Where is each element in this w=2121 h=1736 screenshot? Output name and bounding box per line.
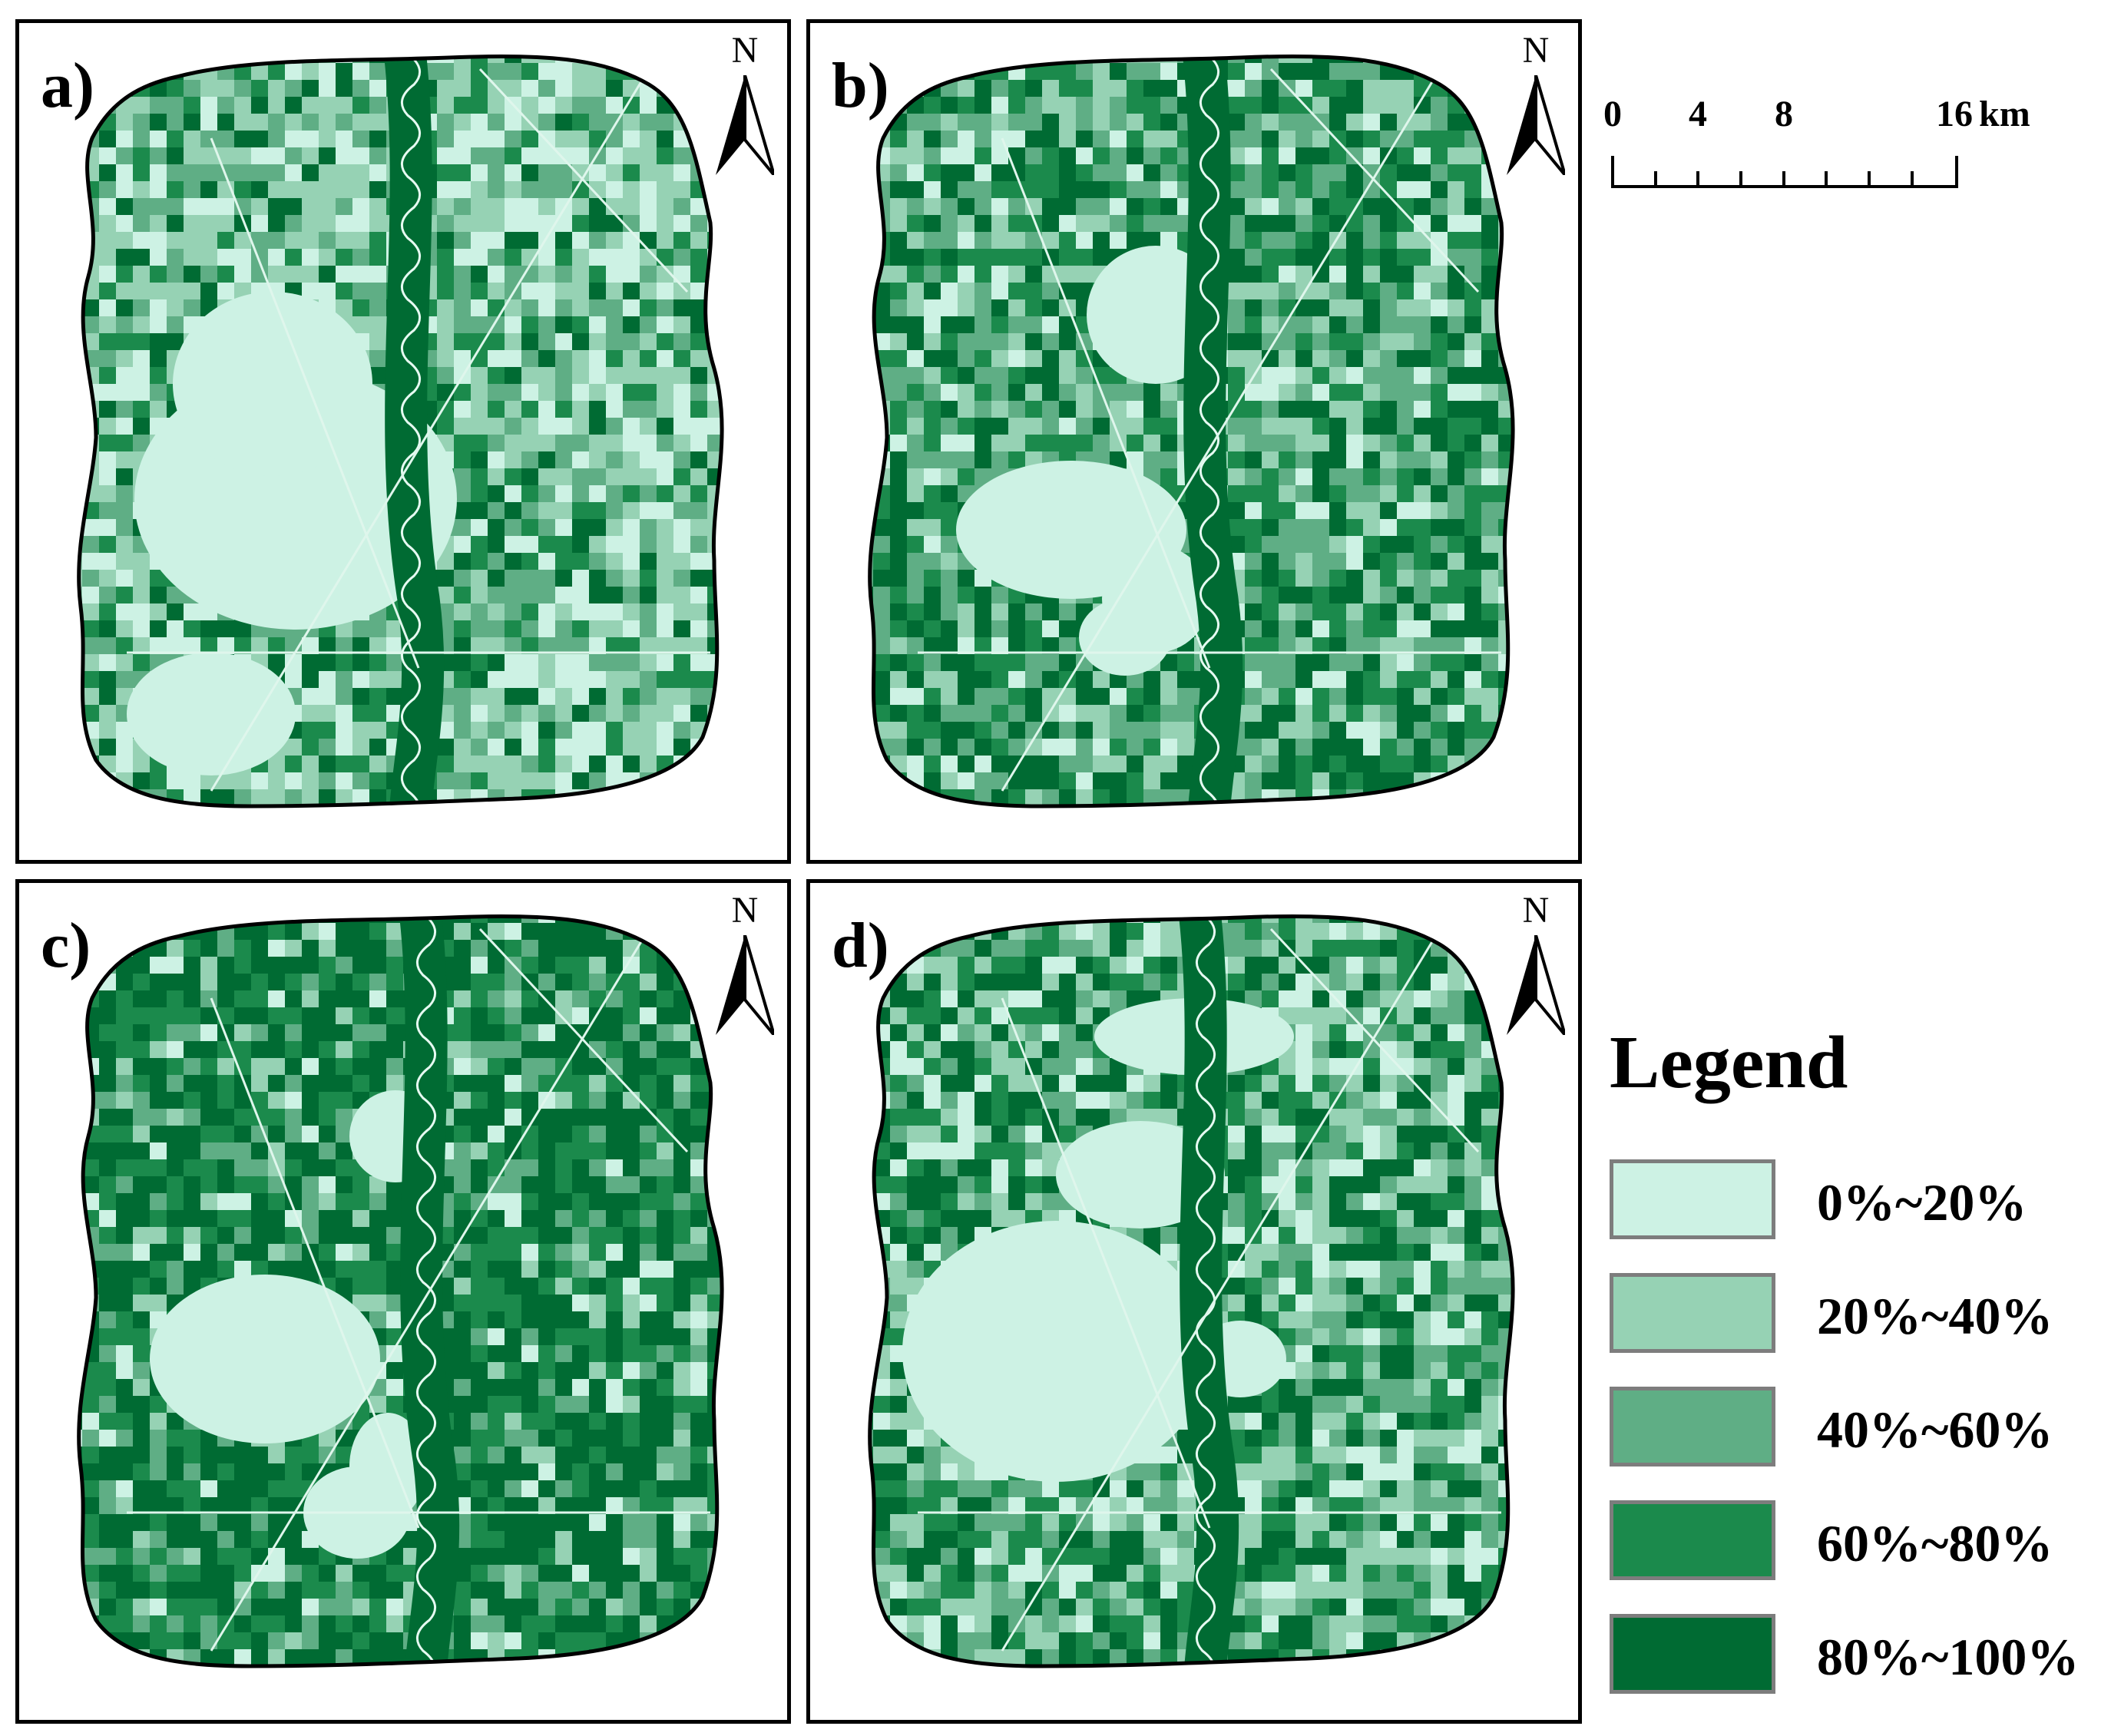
scale-label-0: 0 <box>1603 94 1622 134</box>
map-panel-b: b) N <box>806 19 1582 864</box>
fvc-map-b <box>868 54 1515 808</box>
north-arrow-icon <box>1507 935 1565 1035</box>
legend-label: 40%~60% <box>1817 1400 2053 1459</box>
scale-bar: 0 4 8 16 km <box>1603 94 2030 196</box>
fvc-map-d <box>868 914 1515 1668</box>
north-arrow-c: N <box>706 892 783 1038</box>
panel-label-c: c) <box>41 910 91 981</box>
north-arrow-b: N <box>1497 32 1574 178</box>
north-arrow-a: N <box>706 32 783 178</box>
north-letter: N <box>731 890 759 931</box>
scale-unit: km <box>1979 94 2030 134</box>
scale-label-8: 8 <box>1775 94 1793 134</box>
scale-bar-graphic <box>1611 156 1958 188</box>
legend-label: 80%~100% <box>1817 1628 2080 1686</box>
north-letter: N <box>1522 30 1550 71</box>
map-panel-c: c) N <box>15 879 791 1724</box>
map-panel-a: a) N <box>15 19 791 864</box>
panel-label-a: a) <box>41 50 94 121</box>
north-arrow-icon <box>716 75 774 175</box>
north-arrow-icon <box>716 935 774 1035</box>
fvc-map-a <box>77 54 724 808</box>
legend-swatch <box>1610 1273 1775 1353</box>
north-letter: N <box>1522 890 1550 931</box>
legend-swatch <box>1610 1159 1775 1239</box>
panel-label-d: d) <box>832 910 889 981</box>
legend-label: 60%~80% <box>1817 1514 2053 1572</box>
map-panel-d: d) N <box>806 879 1582 1724</box>
legend-title: Legend <box>1610 1021 1848 1104</box>
legend-swatch <box>1610 1500 1775 1580</box>
north-arrow-d: N <box>1497 892 1574 1038</box>
legend-label: 20%~40% <box>1817 1287 2053 1345</box>
legend-swatch <box>1610 1387 1775 1467</box>
legend-swatch <box>1610 1614 1775 1694</box>
scale-label-4: 4 <box>1689 94 1707 134</box>
north-arrow-icon <box>1507 75 1565 175</box>
scale-label-16: 16 <box>1936 94 1973 134</box>
fvc-map-c <box>77 914 724 1668</box>
north-letter: N <box>731 30 759 71</box>
panel-label-b: b) <box>832 50 889 121</box>
legend-label: 0%~20% <box>1817 1173 2027 1232</box>
